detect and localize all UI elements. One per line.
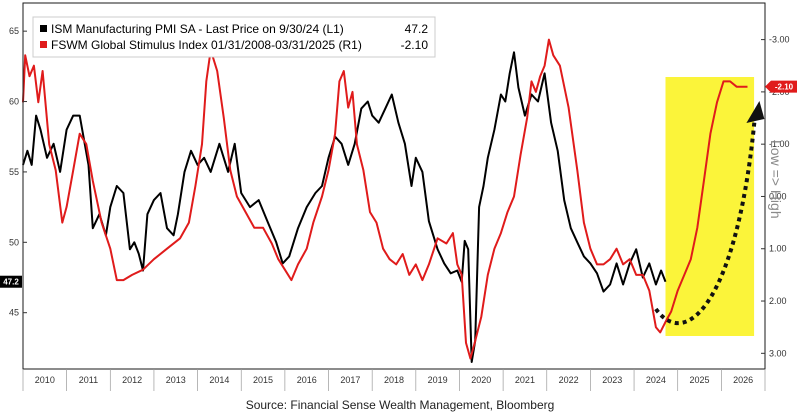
x-tick-label: 2012 — [122, 375, 142, 385]
y-right-tick-label: -1.00 — [769, 139, 790, 149]
legend-box — [32, 16, 436, 58]
left-value-badge-text: 47.2 — [3, 278, 19, 287]
x-tick-label: 2013 — [166, 375, 186, 385]
x-tick-label: 2025 — [690, 375, 710, 385]
trend-arrow — [654, 110, 758, 326]
x-tick-label: 2026 — [733, 375, 753, 385]
y-right-tick-label: 1.00 — [769, 244, 787, 254]
legend-swatch-ism — [40, 25, 47, 32]
x-tick-label: 2016 — [297, 375, 317, 385]
legend-swatch-fswm — [40, 41, 47, 48]
y-right-tick-label: 0.00 — [769, 191, 787, 201]
y-left-tick-label: 55 — [9, 167, 19, 177]
x-tick-label: 2023 — [602, 375, 622, 385]
series-line-fswm — [22, 38, 748, 360]
y-left-tick-label: 45 — [9, 308, 19, 318]
left-value-badge — [0, 275, 22, 288]
y-left-tick-label: 65 — [9, 26, 19, 36]
y-right-tick-label: 2.00 — [769, 296, 787, 306]
side-label-low-high: Low => High — [768, 140, 784, 219]
x-tick-label: 2019 — [428, 375, 448, 385]
right-value-badge-text: -2.10 — [775, 83, 794, 92]
series-line-ism — [22, 51, 667, 363]
y-right-tick-label: 3.00 — [769, 348, 787, 358]
y-left-tick-label: 50 — [9, 237, 19, 247]
trend-arrow-head — [746, 101, 765, 123]
y-right-tick-label: -3.00 — [769, 35, 790, 45]
legend: ISM Manufacturing PMI SA - Last Price on… — [32, 16, 436, 58]
legend-label-ism: ISM Manufacturing PMI SA - Last Price on… — [51, 22, 344, 36]
x-tick-label: 2014 — [209, 375, 229, 385]
x-tick-label: 2022 — [559, 375, 579, 385]
x-tick-label: 2024 — [646, 375, 666, 385]
legend-value-fswm: -2.10 — [401, 38, 429, 52]
y-left-tick-label: 60 — [9, 97, 19, 107]
source-note: Source: Financial Sense Wealth Managemen… — [245, 398, 555, 412]
x-tick-label: 2017 — [340, 375, 360, 385]
legend-label-fswm: FSWM Global Stimulus Index 01/31/2008-03… — [51, 38, 362, 52]
x-tick-label: 2011 — [79, 375, 98, 385]
plot-frame — [22, 2, 766, 370]
x-tick-label: 2021 — [515, 375, 535, 385]
x-tick-label: 2018 — [384, 375, 404, 385]
x-tick-label: 2020 — [471, 375, 491, 385]
right-value-badge — [765, 80, 797, 93]
legend-value-ism: 47.2 — [405, 22, 429, 36]
x-tick-label: 2015 — [253, 375, 273, 385]
forecast-highlight — [665, 77, 755, 336]
x-tick-label: 2010 — [35, 375, 55, 385]
